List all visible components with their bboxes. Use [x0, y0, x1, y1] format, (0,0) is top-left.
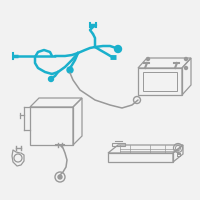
Circle shape — [114, 46, 122, 52]
Circle shape — [184, 58, 188, 60]
Circle shape — [184, 66, 188, 70]
Circle shape — [48, 76, 54, 82]
Circle shape — [67, 67, 73, 73]
Circle shape — [146, 58, 150, 60]
Circle shape — [58, 175, 62, 179]
